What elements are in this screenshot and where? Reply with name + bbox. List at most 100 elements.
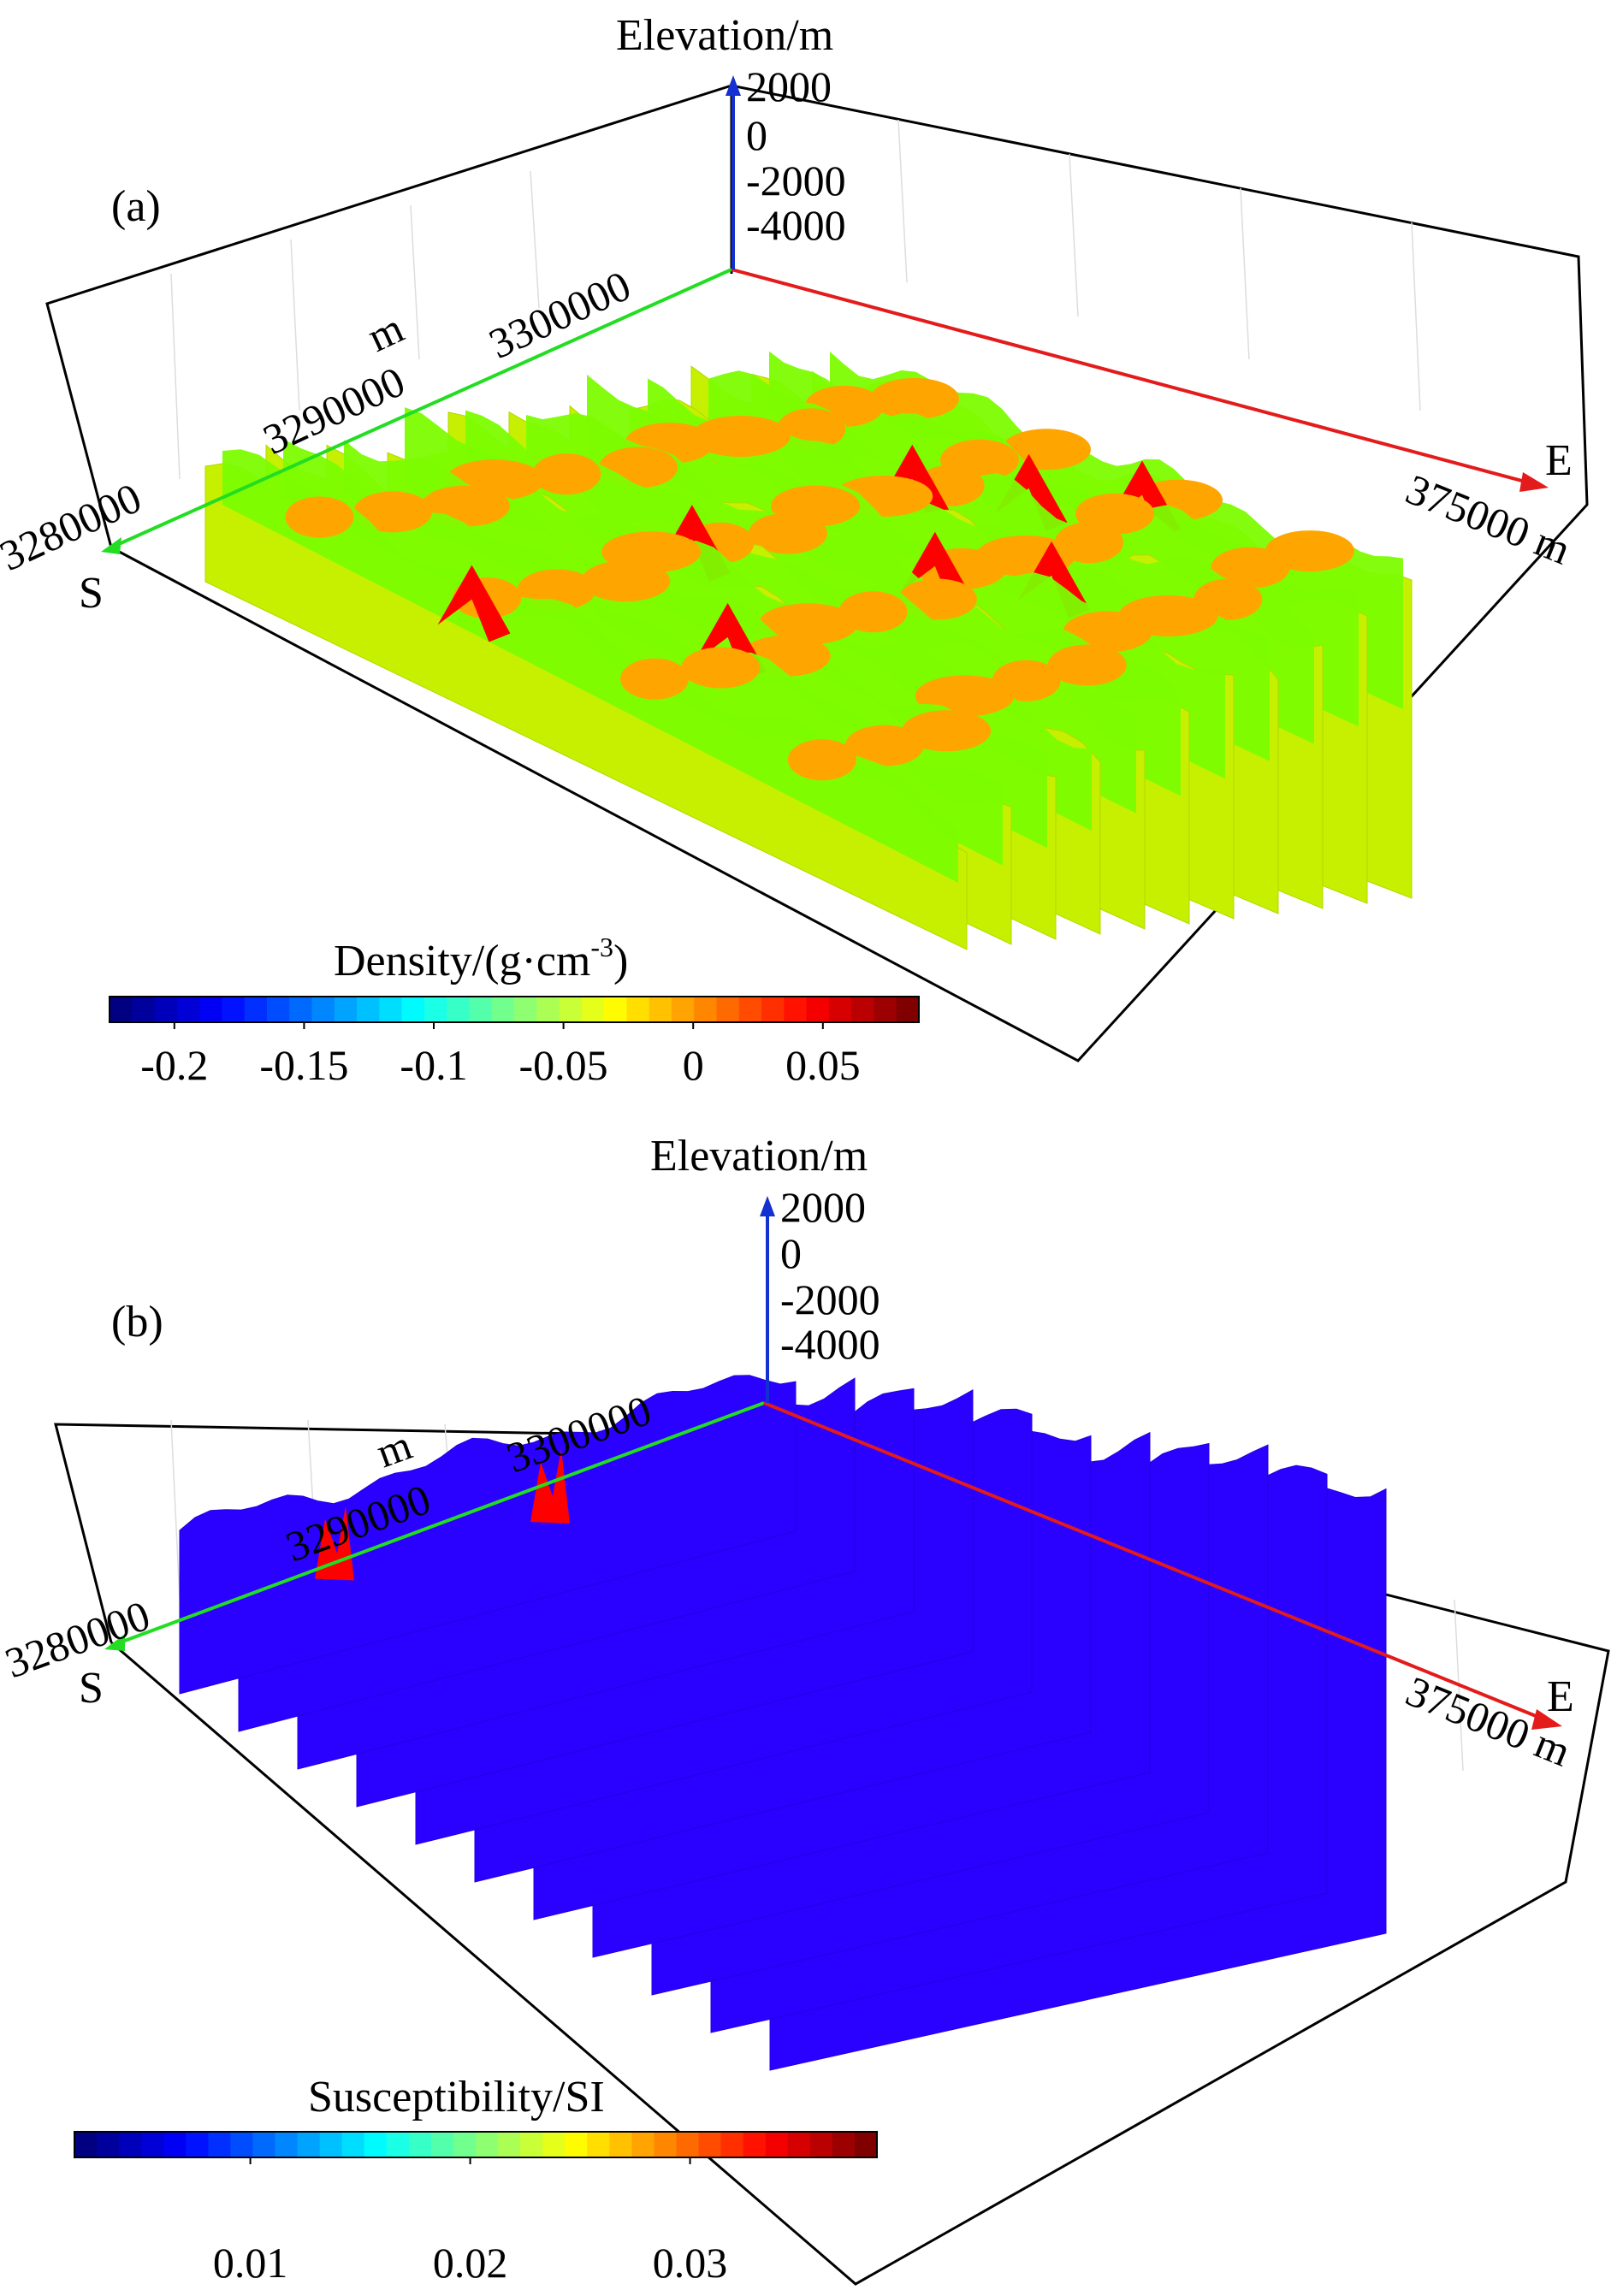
z-axis-line xyxy=(726,75,741,269)
z-axis-label: Elevation/m xyxy=(616,11,833,60)
colorbar-segment xyxy=(716,997,740,1022)
colorbar-segment xyxy=(222,997,246,1022)
x-axis-line xyxy=(763,1401,1562,1730)
colorbar-segment xyxy=(110,997,133,1022)
colorbar-segment xyxy=(319,2132,343,2157)
colorbar-segment xyxy=(806,997,830,1022)
colorbar-segment xyxy=(289,997,313,1022)
colorbar-segment xyxy=(828,997,852,1022)
z-tick-label: 0 xyxy=(746,111,767,159)
colorbar-segment xyxy=(649,997,672,1022)
colorbar-segment xyxy=(654,2132,678,2157)
grid-lines xyxy=(170,119,1421,480)
colorbar-segment xyxy=(208,2132,231,2157)
y-axis-line xyxy=(101,268,732,554)
y-tick-label: 3300000 xyxy=(482,261,637,368)
colorbar-segment xyxy=(832,2132,856,2157)
colorbar-segment xyxy=(514,997,537,1022)
colorbar-segment xyxy=(408,2132,432,2157)
susceptibility-slice xyxy=(179,1375,797,1695)
colorbar-segment xyxy=(765,2132,789,2157)
colorbar-segment xyxy=(176,997,200,1022)
colorbar-ticks: 0.01 0.02 0.03 xyxy=(213,2157,727,2287)
colorbar-segment xyxy=(97,2132,120,2157)
colorbar-tick-label: 0.02 xyxy=(433,2239,508,2287)
colorbar-segment xyxy=(631,2132,655,2157)
colorbar-segment xyxy=(520,2132,543,2157)
colorbar-segment xyxy=(609,2132,632,2157)
colorbar-segment xyxy=(676,2132,700,2157)
colorbar-tick-label: -0.05 xyxy=(519,1041,608,1089)
colorbar-segment xyxy=(252,2132,276,2157)
colorbar-segment xyxy=(311,997,335,1022)
colorbar-segment xyxy=(809,2132,833,2157)
panel-label: (b) xyxy=(111,1298,163,1346)
z-tick-label: -2000 xyxy=(746,157,846,204)
colorbar-frame xyxy=(109,996,920,1023)
colorbar-segment xyxy=(357,997,380,1022)
colorbar-segment xyxy=(230,2132,254,2157)
colorbar-segment xyxy=(266,997,290,1022)
panel-density: Elevation/m 2000 0 -2000 -4000 (a) m 330… xyxy=(0,0,1617,1129)
colorbar-segment xyxy=(186,2132,209,2157)
susceptibility-slices xyxy=(179,1375,1387,2071)
density-slices xyxy=(204,351,1413,950)
colorbar-segment xyxy=(447,997,471,1022)
colorbar-segment xyxy=(498,2132,521,2157)
colorbar-segment xyxy=(424,997,447,1022)
y-tick-label: 3280000 xyxy=(0,473,148,580)
colorbar-density xyxy=(109,996,920,1023)
z-tick-label: 2000 xyxy=(780,1183,866,1231)
colorbar-segment xyxy=(297,2132,321,2157)
colorbar-segment xyxy=(698,2132,722,2157)
colorbar-tick-label: 0 xyxy=(683,1041,704,1089)
colorbar-susceptibility xyxy=(74,2131,878,2158)
colorbar-tick-label: 0.01 xyxy=(213,2239,288,2287)
colorbar-segment xyxy=(334,997,358,1022)
colorbar-segment xyxy=(559,997,583,1022)
colorbar-segment xyxy=(132,997,156,1022)
colorbar-segment xyxy=(244,997,268,1022)
susceptibility-3d-plot: Elevation/m 2000 0 -2000 -4000 (b) m 330… xyxy=(0,1132,1610,2287)
colorbar-ticks: -0.2 -0.15 -0.1 -0.05 0 0.05 xyxy=(140,1022,861,1089)
colorbar-segment xyxy=(469,997,493,1022)
colorbar-segment xyxy=(743,2132,767,2157)
density-slice xyxy=(204,449,968,950)
y-axis-unit: m xyxy=(370,1420,418,1476)
z-tick-label: -2000 xyxy=(780,1275,880,1323)
colorbar-tick-label: -0.15 xyxy=(259,1041,348,1089)
colorbar-segment xyxy=(341,2132,365,2157)
colorbar-segment xyxy=(720,2132,744,2157)
colorbar-segment xyxy=(604,997,627,1022)
colorbar-segment xyxy=(119,2132,142,2157)
colorbar-frame xyxy=(74,2131,878,2158)
colorbar-segment xyxy=(536,997,560,1022)
colorbar-title: Density/(g·cm-3) xyxy=(334,932,628,985)
colorbar-segment xyxy=(671,997,695,1022)
colorbar-segment xyxy=(854,2132,878,2157)
east-label: E xyxy=(1547,1672,1574,1721)
colorbar-segment xyxy=(401,997,425,1022)
panel-label: (a) xyxy=(111,182,161,231)
z-tick-label: 0 xyxy=(780,1229,802,1277)
colorbar-segment xyxy=(386,2132,410,2157)
colorbar-segment xyxy=(74,2132,98,2157)
south-label: S xyxy=(79,569,104,618)
colorbar-segment xyxy=(275,2132,299,2157)
east-label: E xyxy=(1545,436,1573,485)
colorbar-segment xyxy=(163,2132,187,2157)
colorbar-segment xyxy=(874,997,897,1022)
colorbar-segment xyxy=(364,2132,388,2157)
panel-susceptibility: Elevation/m 2000 0 -2000 -4000 (b) m 330… xyxy=(0,1121,1617,2296)
colorbar-segment xyxy=(784,997,808,1022)
colorbar-segment xyxy=(430,2132,454,2157)
z-tick-label: -4000 xyxy=(780,1320,880,1368)
z-tick-label: -4000 xyxy=(746,201,846,249)
colorbar-tick-label: 0.05 xyxy=(785,1041,861,1089)
z-axis-label: Elevation/m xyxy=(650,1132,868,1181)
z-tick-label: 2000 xyxy=(746,62,832,110)
colorbar-segment xyxy=(626,997,650,1022)
colorbar-title: Susceptibility/SI xyxy=(308,2073,605,2121)
z-axis-line xyxy=(760,1196,775,1403)
colorbar-segment xyxy=(476,2132,499,2157)
